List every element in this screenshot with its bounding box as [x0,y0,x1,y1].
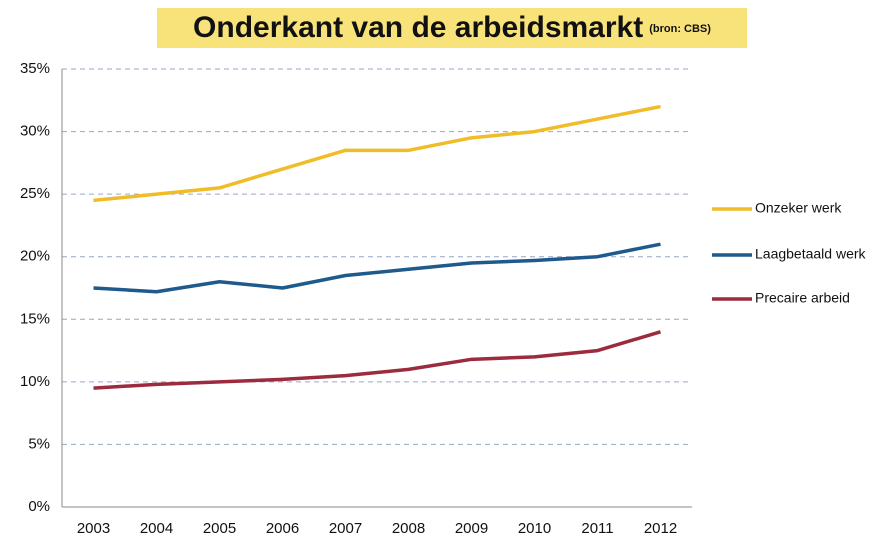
x-tick-label: 2005 [203,520,236,537]
series-line [93,104,661,203]
y-tick-label: 0% [28,498,50,515]
title-box [157,8,747,48]
chart-title: Onderkant van de arbeidsmarkt [193,11,643,44]
legend-label: Onzeker werk [755,200,842,216]
x-tick-label: 2006 [266,520,299,537]
series-line [93,330,661,390]
title: Onderkant van de arbeidsmarkt (bron: CBS) [193,11,711,44]
x-tick-label: 2007 [329,520,362,537]
y-tick-label: 10% [20,373,50,390]
y-tick-label: 30% [20,123,50,140]
y-tick-label: 5% [28,435,50,452]
x-tick-label: 2009 [455,520,488,537]
x-tick-label: 2012 [644,520,677,537]
y-tick-label: 20% [20,248,50,265]
legend-label: Laagbetaald werk [755,246,867,262]
x-tick-label: 2011 [581,520,613,537]
x-tick-label: 2010 [518,520,551,537]
legend-label: Precaire arbeid [755,290,850,306]
y-tick-label: 35% [20,60,50,77]
y-tick-label: 15% [20,310,50,327]
x-tick-label: 2004 [140,520,173,537]
x-tick-label: 2008 [392,520,425,537]
chart-subtitle: (bron: CBS) [649,23,711,35]
x-tick-label: 2003 [77,520,110,537]
y-tick-label: 25% [20,185,50,202]
series-line [93,242,661,294]
